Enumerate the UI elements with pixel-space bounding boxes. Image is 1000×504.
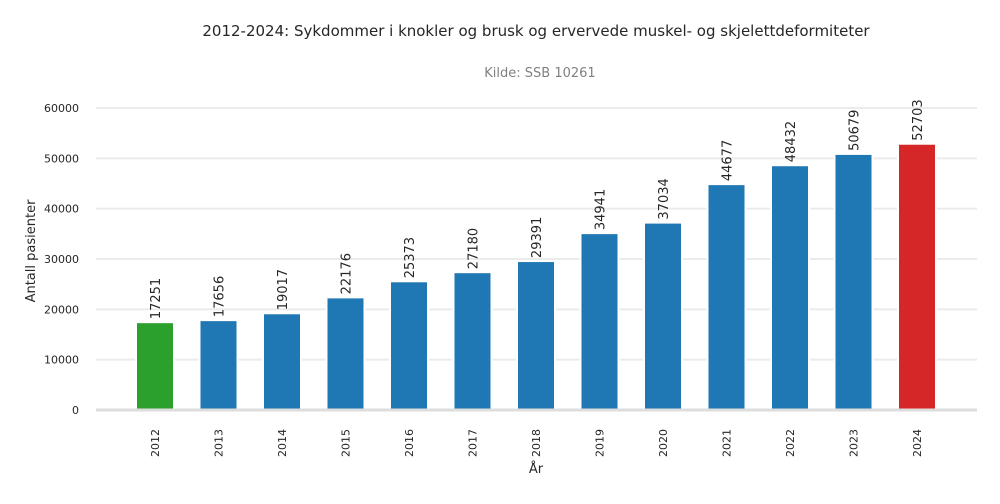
data-label: 48432 [784, 121, 799, 162]
bar-2021 [708, 185, 745, 410]
bar-2016 [391, 282, 427, 410]
data-label: 27180 [467, 228, 482, 269]
bar-2012 [137, 323, 173, 410]
y-tick-label: 0 [72, 404, 79, 417]
bar-2015 [327, 298, 364, 410]
bars [135, 144, 937, 411]
y-tick-label: 20000 [44, 303, 79, 316]
x-tick-label: 2021 [721, 429, 734, 457]
x-tick-label: 2020 [657, 429, 670, 457]
bar-2019 [581, 234, 618, 410]
x-tick-label: 2015 [340, 429, 353, 457]
x-axis-label: År [529, 461, 544, 477]
data-label: 44677 [721, 140, 736, 181]
bar-2013 [200, 321, 237, 410]
bar-2014 [264, 314, 300, 410]
data-label: 22176 [340, 253, 355, 294]
data-label: 52703 [911, 99, 926, 140]
x-tick-labels: 2012 2013 2014 2015 2016 2017 2018 2019 2020 2021… [149, 429, 924, 457]
gridlines [96, 107, 977, 361]
data-label: 37034 [657, 178, 672, 219]
bar-2017 [454, 273, 491, 410]
x-tick-label: 2024 [911, 429, 924, 457]
bar-2018 [518, 262, 554, 410]
data-labels: 17251 17656 19017 22176 25373 27180 29391 34941… [149, 99, 926, 319]
y-tick-label: 60000 [44, 102, 79, 115]
x-tick-label: 2012 [149, 429, 162, 457]
x-tick-label: 2018 [530, 429, 543, 457]
y-tick-label: 10000 [44, 354, 79, 367]
bar-2024 [899, 144, 935, 411]
x-tick-label: 2019 [594, 429, 607, 457]
x-tick-label: 2017 [467, 429, 480, 457]
data-label: 25373 [403, 237, 418, 278]
bar-2020 [645, 223, 681, 410]
x-tick-label: 2023 [848, 429, 861, 457]
x-tick-label: 2022 [784, 429, 797, 457]
chart-title: 2012-2024: Sykdommer i knokler og brusk … [202, 22, 870, 40]
data-label: 34941 [594, 189, 609, 230]
x-tick-label: 2013 [213, 429, 226, 457]
data-label: 50679 [848, 110, 863, 151]
data-label: 19017 [276, 269, 291, 310]
bar-2023 [835, 154, 872, 410]
y-axis-label: Antall pasienter [24, 199, 39, 302]
data-label: 17251 [149, 278, 164, 319]
y-tick-label: 50000 [44, 152, 79, 165]
data-label: 17656 [213, 276, 228, 317]
y-tick-label: 30000 [44, 253, 79, 266]
y-tick-label: 40000 [44, 203, 79, 216]
x-tick-label: 2014 [276, 429, 289, 457]
chart-subtitle: Kilde: SSB 10261 [484, 66, 595, 81]
bar-2022 [772, 166, 808, 410]
y-tick-labels: 0 10000 20000 30000 40000 50000 60000 [44, 102, 79, 417]
x-tick-label: 2016 [403, 429, 416, 457]
data-label: 29391 [530, 217, 545, 258]
